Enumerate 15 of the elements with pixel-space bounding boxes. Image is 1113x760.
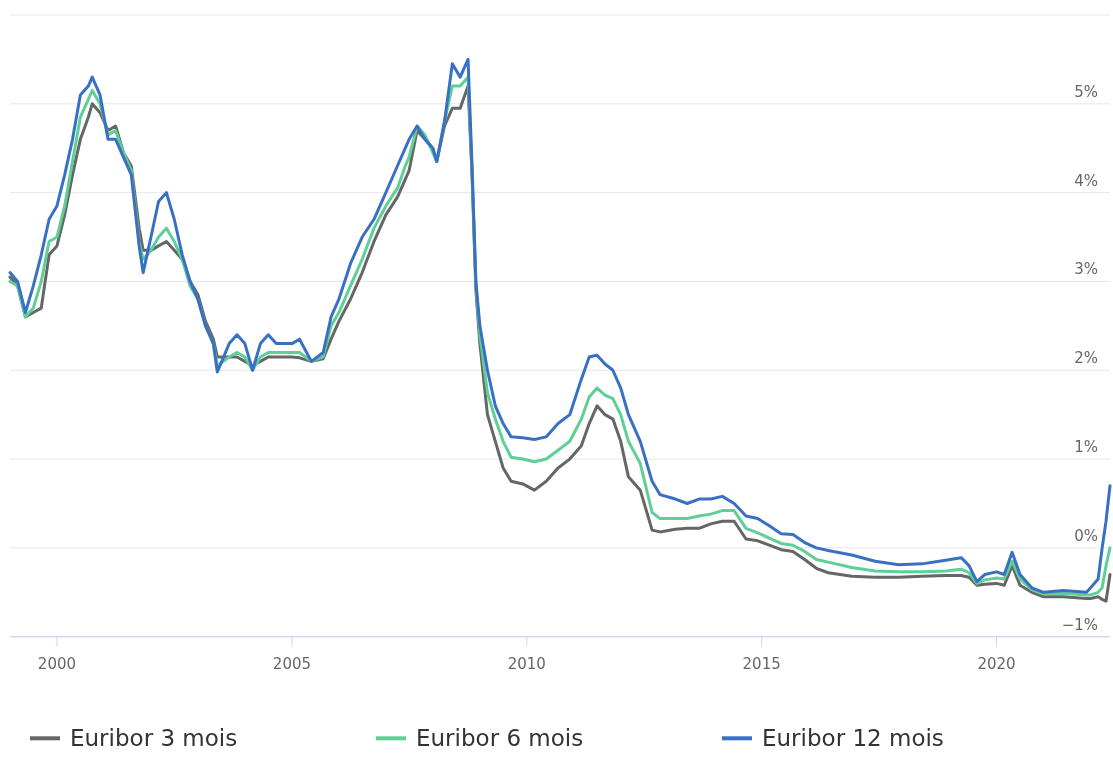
y-tick-label: 4% [1074,171,1098,190]
x-tick-label: 2020 [977,654,1016,673]
x-tick-label: 2000 [37,654,77,673]
x-tick-label: 2005 [272,654,312,673]
x-tick-label: 2010 [507,654,546,673]
y-tick-label: 5% [1074,82,1098,101]
y-tick-label: 1% [1074,438,1098,457]
legend-label: Euribor 12 mois [762,724,944,751]
y-tick-label: −1% [1061,615,1098,634]
x-tick-label: 2015 [742,654,781,673]
y-tick-label: 3% [1074,260,1098,279]
legend-label: Euribor 6 mois [416,724,584,751]
y-tick-label: 2% [1074,349,1098,368]
legend-label: Euribor 3 mois [70,724,238,751]
y-tick-label: 0% [1074,526,1098,545]
